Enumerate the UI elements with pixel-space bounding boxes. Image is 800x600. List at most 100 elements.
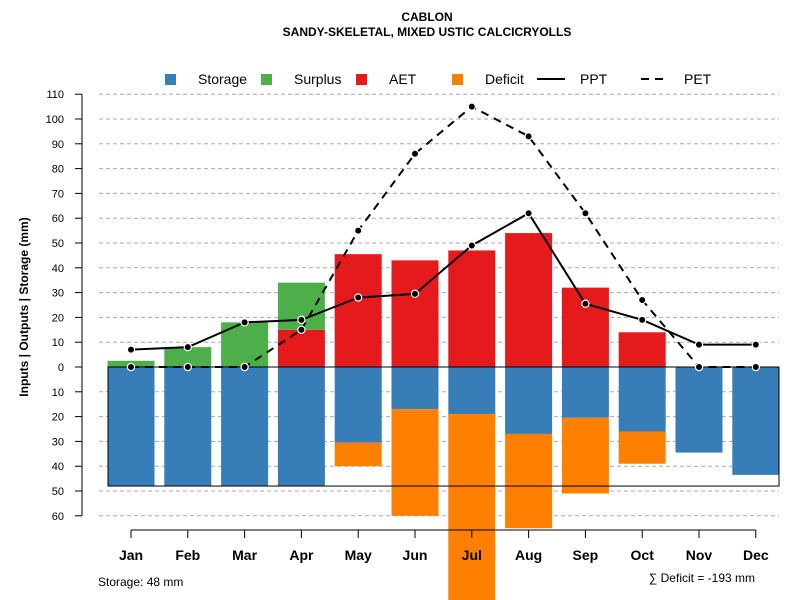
legend-label-surplus: Surplus xyxy=(294,71,341,87)
pet-point xyxy=(354,226,363,235)
storage-bar xyxy=(334,367,382,443)
x-tick-label: Nov xyxy=(686,547,713,563)
aet-bar xyxy=(334,254,382,367)
x-tick-label: Sep xyxy=(573,547,599,563)
storage-bar xyxy=(277,367,325,487)
legend-label-aet: AET xyxy=(389,71,417,87)
legend-label-pet: PET xyxy=(684,71,712,87)
x-tick-label: Aug xyxy=(515,547,542,563)
x-tick-label: Oct xyxy=(631,547,655,563)
y-tick-label: 70 xyxy=(52,188,64,200)
aet-bar xyxy=(561,287,609,367)
aet-bar xyxy=(448,250,496,367)
y-tick-label: 80 xyxy=(52,164,64,176)
storage-bar xyxy=(675,367,723,453)
ppt-line xyxy=(130,211,756,351)
y-tick-label: 60 xyxy=(52,511,64,523)
x-tick-label: May xyxy=(345,547,372,563)
deficit-bar xyxy=(391,409,439,516)
pet-point xyxy=(638,295,647,305)
y-tick-label: 0 xyxy=(58,362,64,374)
legend-label-ppt: PPT xyxy=(580,71,608,87)
ppt-point xyxy=(410,289,420,299)
y-tick-label: 10 xyxy=(52,337,64,349)
y-tick-label: 110 xyxy=(46,89,64,101)
y-tick-label: 40 xyxy=(52,263,64,275)
legend-swatch-deficit xyxy=(452,74,463,85)
x-tick-label: Jan xyxy=(119,547,143,563)
y-tick-label: 30 xyxy=(52,436,64,448)
pet-line xyxy=(131,105,756,368)
aet-bar xyxy=(505,233,553,367)
ppt-point xyxy=(638,315,647,325)
storage-bar xyxy=(164,367,212,487)
y-tick-label: 90 xyxy=(52,139,64,151)
axes: 1101009080706050403020100102030405060Jan… xyxy=(46,89,769,563)
ppt-point xyxy=(126,345,136,354)
y-tick-label: 20 xyxy=(52,312,64,324)
x-tick-label: Jun xyxy=(403,547,428,563)
x-tick-label: Mar xyxy=(232,547,257,563)
y-tick-label: 10 xyxy=(52,387,64,399)
y-tick-label: 100 xyxy=(46,114,64,126)
legend-swatch-storage xyxy=(165,74,176,85)
chart-title: CABLON xyxy=(401,10,452,24)
surplus-bar xyxy=(164,347,212,367)
pet-point xyxy=(524,132,533,141)
storage-bar xyxy=(505,367,553,434)
y-tick-label: 60 xyxy=(52,213,64,225)
deficit-bar xyxy=(334,442,382,467)
pet-point xyxy=(467,102,476,111)
pet-point xyxy=(240,362,249,372)
x-tick-label: Dec xyxy=(743,547,769,563)
pet-point xyxy=(183,362,192,372)
legend: Storage Surplus AET Deficit PPT PET xyxy=(165,71,712,87)
x-tick-label: Jul xyxy=(462,547,482,563)
ppt-point xyxy=(354,293,363,302)
aet-bar xyxy=(618,332,666,367)
deficit-bar xyxy=(448,414,496,600)
pet-point xyxy=(751,362,761,372)
aet-bar xyxy=(391,260,439,367)
grid-lines xyxy=(99,93,779,517)
deficit-bar xyxy=(561,417,609,494)
storage-footnote: Storage: 48 mm xyxy=(98,575,183,589)
ppt-point xyxy=(240,318,249,327)
storage-bar xyxy=(448,367,496,415)
x-tick-label: Apr xyxy=(289,547,314,563)
legend-label-deficit: Deficit xyxy=(485,71,524,87)
legend-swatch-aet xyxy=(356,74,367,85)
y-axis-label: Inputs | Outputs | Storage (mm) xyxy=(17,217,31,396)
storage-bar xyxy=(732,367,780,475)
storage-bar xyxy=(107,367,155,487)
ppt-point xyxy=(581,299,590,308)
y-tick-label: 50 xyxy=(52,486,64,498)
bars xyxy=(107,233,780,600)
deficit-bar xyxy=(618,431,666,464)
deficit-bar xyxy=(505,433,553,529)
storage-bar xyxy=(221,367,269,487)
pet-point xyxy=(410,149,420,158)
aet-bar xyxy=(277,329,325,367)
ppt-point xyxy=(694,340,704,349)
ppt-point xyxy=(297,315,306,325)
y-tick-label: 30 xyxy=(52,288,64,300)
chart-subtitle: SANDY-SKELETAL, MIXED USTIC CALCICRYOLLS xyxy=(283,25,572,39)
pet-point xyxy=(581,209,590,218)
pet-point xyxy=(694,362,704,372)
x-tick-label: Feb xyxy=(175,547,200,563)
ppt-point xyxy=(183,342,192,352)
y-tick-label: 50 xyxy=(52,238,64,250)
storage-bar xyxy=(618,367,666,432)
ppt-point xyxy=(751,340,761,349)
legend-label-storage: Storage xyxy=(198,71,247,87)
ppt-point xyxy=(524,209,533,218)
legend-swatch-surplus xyxy=(261,74,272,85)
y-tick-label: 20 xyxy=(52,412,64,424)
ppt-point xyxy=(467,241,476,250)
y-tick-label: 40 xyxy=(52,461,64,473)
pet-point xyxy=(297,325,306,334)
lines xyxy=(107,102,780,487)
storage-bar xyxy=(561,367,609,418)
